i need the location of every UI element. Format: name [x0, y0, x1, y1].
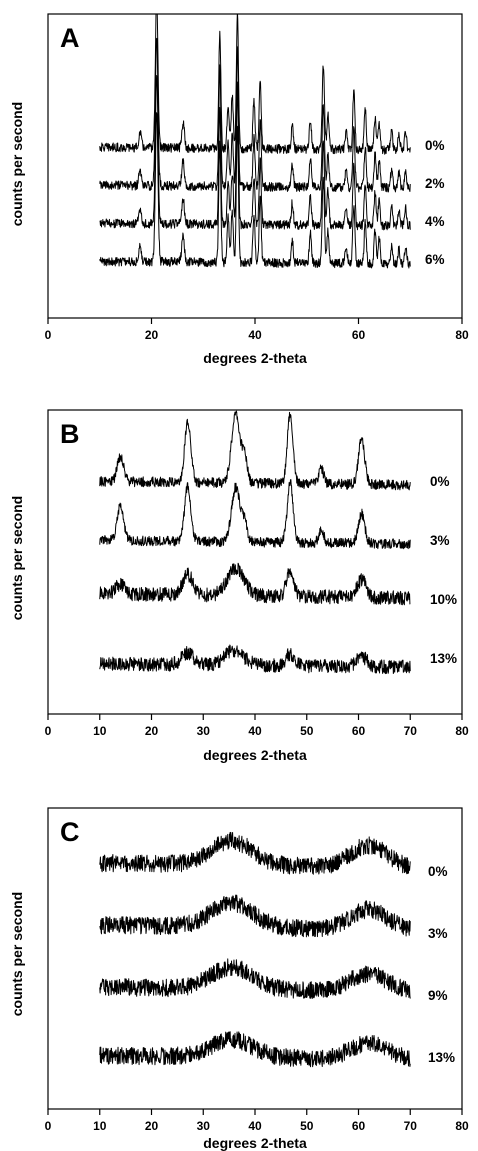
xrd-panel-b: 0 10 20 30 40 50 60 70 80 degrees 2-theta counts p…: [0, 398, 478, 770]
series-label: 9%: [428, 988, 448, 1003]
x-tick-label: 0: [45, 724, 52, 738]
series-line-4pct: [99, 75, 411, 231]
x-tick-label: 60: [352, 1119, 366, 1133]
x-axis-title: degrees 2-theta: [203, 350, 307, 366]
y-axis-title: counts per second: [9, 496, 25, 620]
series-label: 3%: [430, 533, 450, 548]
x-tick-label: 0: [45, 328, 52, 342]
x-tick-label: 0: [45, 1119, 52, 1133]
series-line-6pct: [99, 112, 411, 269]
x-tick-label: 30: [197, 724, 211, 738]
x-tick-label: 60: [352, 328, 366, 342]
x-tick-label: 70: [404, 724, 418, 738]
x-axis-title: degrees 2-theta: [203, 747, 307, 763]
x-tick-label: 10: [93, 724, 107, 738]
x-tick-label: 20: [145, 724, 159, 738]
series-line-13pct: [99, 644, 411, 675]
series-line-3pct: [99, 894, 411, 938]
series-line-13pct: [99, 1031, 411, 1068]
x-tick-label: 20: [145, 328, 159, 342]
series-label: 10%: [430, 592, 457, 607]
panel-label: B: [60, 419, 80, 449]
series-label: 6%: [425, 252, 445, 267]
series-label: 2%: [425, 176, 445, 191]
series-line-3pct: [99, 479, 411, 550]
xrd-panel-a: 0 20 40 60 80 degrees 2-theta counts per secon…: [0, 0, 478, 370]
x-tick-label: 70: [404, 1119, 418, 1133]
x-tick-label: 80: [455, 724, 469, 738]
series-label: 13%: [430, 651, 457, 666]
series-line-0pct: [99, 831, 411, 875]
xrd-chart-a: 0 20 40 60 80 degrees 2-theta counts per secon…: [9, 13, 469, 366]
series-line-0pct: [99, 14, 411, 155]
series-label: 3%: [428, 926, 448, 941]
x-tick-label: 80: [455, 1119, 469, 1133]
xrd-chart-c: 0 10 20 30 40 50 60 70 80 degrees 2-theta counts p…: [9, 807, 469, 1151]
series-line-2pct: [99, 37, 411, 193]
x-tick-label: 40: [248, 1119, 262, 1133]
series-line-9pct: [99, 958, 411, 999]
panel-label: A: [60, 23, 80, 53]
series-label: 13%: [428, 1050, 455, 1065]
x-tick-label: 10: [93, 1119, 107, 1133]
series-label: 0%: [430, 474, 450, 489]
xrd-chart-b: 0 10 20 30 40 50 60 70 80 degrees 2-theta counts p…: [9, 409, 469, 763]
series-line-10pct: [99, 562, 411, 606]
series-label: 0%: [428, 864, 448, 879]
series-line-0pct: [99, 410, 411, 491]
x-tick-label: 50: [300, 724, 314, 738]
panel-label: C: [60, 817, 80, 847]
x-tick-label: 50: [300, 1119, 314, 1133]
x-tick-label: 80: [455, 328, 469, 342]
x-tick-label: 30: [197, 1119, 211, 1133]
x-tick-label: 60: [352, 724, 366, 738]
x-tick-label: 20: [145, 1119, 159, 1133]
series-label: 4%: [425, 214, 445, 229]
x-tick-label: 40: [248, 724, 262, 738]
y-axis-title: counts per second: [9, 102, 25, 226]
x-tick-label: 40: [248, 328, 262, 342]
x-axis-title: degrees 2-theta: [203, 1135, 307, 1151]
series-label: 0%: [425, 138, 445, 153]
y-axis-title: counts per second: [9, 892, 25, 1016]
xrd-panel-c: 0 10 20 30 40 50 60 70 80 degrees 2-theta counts p…: [0, 796, 478, 1151]
